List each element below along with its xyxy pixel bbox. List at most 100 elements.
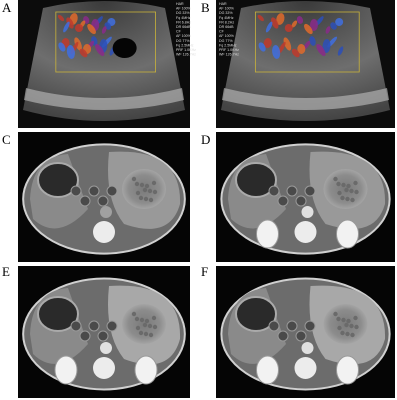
panel: D [201,132,395,262]
lesion-texture [340,195,345,201]
kidney [256,355,279,385]
lesion-texture [350,197,355,203]
lesion-texture [138,195,144,201]
overlay-text: Fq 4MHz [176,16,191,20]
overlay-text: HAR [219,2,227,6]
overlay-text: Fq 2.5MHz [219,43,237,47]
vertebra [93,221,115,243]
doppler-signal [297,44,306,54]
lesion-texture [151,315,157,321]
doppler-signal [309,19,318,31]
doppler-box [55,11,157,73]
bowel-loop [70,320,82,332]
lesion-texture [147,188,153,194]
lesion-texture [349,188,354,194]
doppler-signal [283,37,292,51]
panel-label: A [2,0,12,15]
overlay-text: DG 77% [219,39,233,43]
bowel-loop [286,320,298,332]
panel-label: B [201,0,210,15]
overlay-text: Fq 4MHz [219,16,234,20]
bowel-loop [106,185,118,197]
overlay-text: DG 77% [176,39,190,43]
lesion-texture [341,317,346,323]
lesion-texture [139,317,145,323]
lesion-texture [333,311,338,317]
bowel-loop [268,320,280,332]
panel: C [2,132,190,262]
doppler-signal [304,23,313,35]
overlay-text: CF [176,30,182,34]
doppler-signal [257,14,264,22]
overlay-text: PRF 1.0KHz [219,48,239,52]
overlay-text: AF 100% [219,34,235,38]
bowel-loop [268,185,280,197]
lesion-texture [353,315,358,321]
bowel-loop [70,185,82,197]
lesion-texture [142,187,148,193]
lesion-texture [151,180,157,186]
lesion-texture [341,182,346,188]
lesion-texture [134,316,140,322]
overlay-text: DG 33% [176,11,190,15]
overlay-text: DR 66dB [176,25,191,29]
doppler-signal [284,24,293,32]
overlay-text: WF 126.7Hz [176,53,196,57]
lesion-texture [345,331,350,337]
lesion-texture [134,181,140,187]
bowel-loop [295,330,307,342]
doppler-signal [325,26,331,34]
doppler-signal [330,22,337,30]
doppler-signal [63,21,70,33]
bowel-loop [79,195,91,207]
bowel-loop [295,195,307,207]
lesion-texture [148,197,154,203]
doppler-signal [66,45,75,59]
doppler-signal [87,23,96,35]
lesion-texture [144,183,150,189]
lesion-texture [135,325,141,331]
doppler-signal [337,46,344,56]
doppler-signal [258,42,266,52]
overlay-text: WF 126.7Hz [219,53,239,57]
stomach [37,162,79,198]
doppler-signal [57,14,65,22]
kidney [336,219,359,249]
bowel-loop [79,330,91,342]
overlay-text: Fq 2.5MHz [176,43,194,47]
lesion-texture [354,324,359,330]
lesion-texture [135,190,141,196]
doppler-signal [316,43,326,57]
lesion-texture [147,323,153,329]
kidney [336,355,359,385]
kidney [54,355,78,385]
bowel-loop [97,195,109,207]
lesion-texture [139,182,145,188]
stomach [235,162,277,198]
doppler-signal [58,42,66,52]
lesion-texture [344,322,349,328]
stomach [235,296,277,332]
overlay-text: FR 8.2Hz [219,20,234,24]
lesion-texture [349,323,354,329]
lesion-texture [350,332,355,338]
lesion-texture [354,189,359,195]
overlay-text: FR 6.8Hz [176,20,191,24]
doppler-signal [95,43,105,57]
stomach [37,296,79,332]
doppler-signal [271,17,279,29]
lesion-texture [353,180,358,186]
bowel-loop [286,185,298,197]
doppler-signal [303,40,311,50]
overlay-text: AF 100% [219,7,235,11]
doppler-box [254,11,360,73]
overlay-text: DR 66dB [219,25,234,29]
aorta [100,206,112,218]
doppler-signal [291,48,300,58]
overlay-text: AF 100% [176,7,192,11]
vertebra [294,357,317,379]
bowel-loop [304,185,316,197]
